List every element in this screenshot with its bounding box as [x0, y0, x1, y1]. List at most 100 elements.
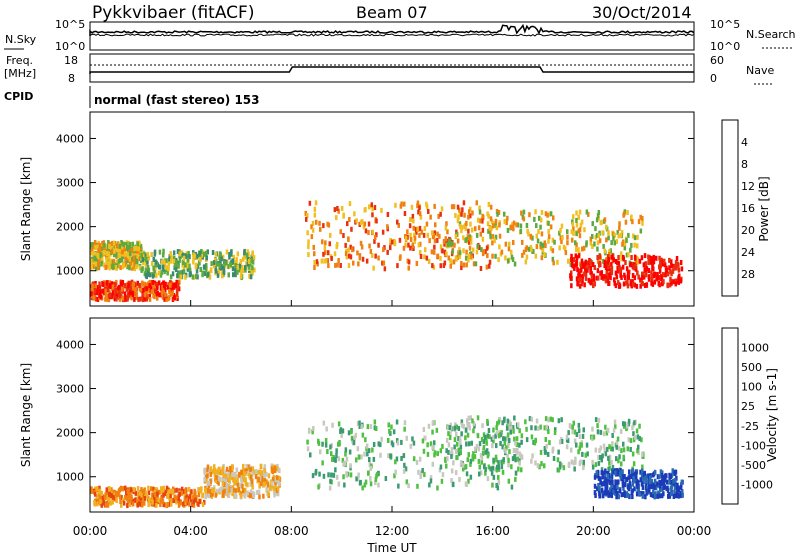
velocity-cell: [482, 445, 486, 450]
power-cell: [622, 254, 625, 260]
power-cell: [310, 224, 313, 230]
power-cell: [425, 255, 429, 261]
power-cell: [130, 257, 134, 263]
velocity-cell: [137, 498, 140, 504]
power-cell: [127, 282, 130, 288]
power-cell: [368, 204, 371, 210]
velocity-cell: [562, 465, 566, 471]
velocity-cell: [342, 474, 345, 480]
power-cell: [102, 262, 106, 268]
power-cell: [172, 282, 175, 288]
velocity-cell: [553, 430, 557, 435]
velocity-cell: [259, 476, 263, 482]
power-cell: [188, 263, 191, 269]
velocity-cell: [484, 470, 487, 476]
velocity-cell: [575, 432, 579, 437]
power-cell: [122, 241, 125, 247]
velocity-cell: [470, 440, 473, 446]
power-cell: [495, 225, 499, 231]
power-cell: [142, 297, 145, 303]
power-cell: [476, 243, 479, 249]
power-cell: [487, 228, 490, 234]
velocity-cell: [456, 441, 459, 447]
velocity-cell: [337, 481, 341, 487]
velocity-cell: [254, 469, 258, 475]
velocity-cell: [654, 485, 658, 491]
velocity-cell: [403, 420, 407, 426]
velocity-cell: [363, 482, 367, 488]
power-cell: [607, 274, 610, 279]
power-cell: [623, 241, 627, 247]
power-cell: [522, 216, 526, 222]
power-cell: [456, 204, 460, 210]
power-cell: [460, 211, 463, 217]
power-cell: [539, 224, 542, 230]
power-cell: [504, 241, 508, 247]
power-cell: [111, 284, 115, 290]
velocity-cell: [531, 453, 534, 459]
power-cell: [104, 296, 107, 302]
power-cell: [250, 254, 253, 260]
velocity-cell: [222, 484, 225, 490]
velocity-cell: [206, 473, 209, 479]
velocity-cell: [416, 483, 419, 489]
power-cell: [253, 267, 256, 273]
velocity-cell: [458, 436, 462, 442]
power-cell: [668, 265, 671, 271]
power-cell: [621, 241, 624, 247]
power-cell: [622, 212, 625, 218]
velocity-cell: [452, 460, 455, 466]
power-cell: [100, 255, 104, 261]
velocity-cell: [543, 425, 546, 431]
colorbar-tick-label: -500: [741, 459, 766, 472]
freq-trace: [89, 66, 694, 74]
power-cell: [162, 252, 165, 258]
velocity-cell: [593, 474, 597, 480]
power-cell: [204, 250, 208, 256]
power-cell: [657, 275, 660, 281]
velocity-cell: [218, 477, 222, 483]
power-cell: [232, 272, 235, 278]
velocity-cell: [597, 455, 600, 460]
power-cell: [119, 281, 123, 287]
power-cell: [227, 264, 230, 270]
power-cell: [168, 257, 171, 263]
power-cell: [355, 218, 358, 224]
power-cell: [406, 234, 409, 240]
power-cell: [631, 273, 635, 278]
power-cell: [127, 249, 130, 255]
power-cell: [581, 278, 584, 284]
velocity-cell: [160, 486, 163, 492]
velocity-cell: [614, 424, 617, 430]
velocity-cell: [492, 434, 495, 440]
velocity-cell: [622, 421, 625, 427]
power-cell: [592, 275, 595, 280]
velocity-cell: [557, 418, 561, 424]
power-cell: [373, 205, 377, 210]
velocity-cell: [497, 474, 500, 480]
power-cell: [130, 247, 133, 253]
velocity-cell: [462, 462, 465, 468]
velocity-cell: [147, 490, 151, 496]
power-cell: [640, 275, 644, 280]
power-cell: [505, 220, 508, 226]
power-cell: [93, 287, 97, 293]
velocity-cell: [447, 431, 450, 437]
power-cell: [626, 274, 630, 280]
power-cell: [445, 221, 448, 227]
velocity-cell: [438, 467, 442, 473]
velocity-cell: [485, 448, 489, 454]
power-cell: [136, 280, 139, 286]
velocity-cell: [277, 468, 281, 473]
power-cell: [526, 228, 529, 234]
power-cell: [467, 228, 470, 234]
velocity-cell: [206, 487, 210, 493]
power-cell: [131, 250, 134, 256]
velocity-cell: [679, 484, 683, 490]
power-cell: [613, 232, 616, 238]
velocity-cell: [400, 439, 403, 445]
velocity-cell: [544, 437, 547, 442]
y-tick-label: 3000: [56, 177, 84, 190]
power-cell: [633, 235, 637, 241]
velocity-cell: [249, 489, 253, 495]
